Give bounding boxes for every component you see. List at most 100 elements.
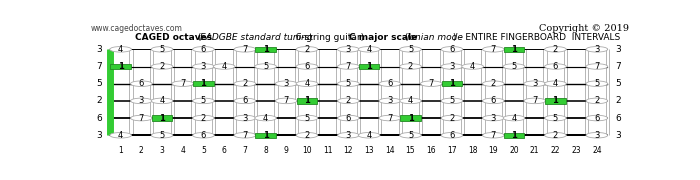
Text: 5: 5 <box>97 79 102 88</box>
Text: : 6-string guitar): : 6-string guitar) <box>287 33 368 42</box>
Text: 6: 6 <box>222 146 227 155</box>
Circle shape <box>130 115 152 121</box>
Text: Copyright © 2019: Copyright © 2019 <box>539 24 629 33</box>
Circle shape <box>234 115 256 121</box>
Text: EADGBE standard tuning: EADGBE standard tuning <box>200 33 312 42</box>
Circle shape <box>524 81 545 86</box>
Circle shape <box>337 47 359 52</box>
Circle shape <box>586 132 608 138</box>
Circle shape <box>482 81 504 86</box>
Text: 7: 7 <box>242 45 248 54</box>
Text: 7: 7 <box>491 131 496 140</box>
Text: 3: 3 <box>97 45 102 54</box>
FancyBboxPatch shape <box>504 133 524 138</box>
FancyBboxPatch shape <box>442 81 462 86</box>
Text: 8: 8 <box>263 146 268 155</box>
Text: 5: 5 <box>263 62 268 71</box>
Text: 1: 1 <box>552 96 559 105</box>
Circle shape <box>358 132 380 138</box>
Circle shape <box>296 64 318 69</box>
Circle shape <box>545 132 566 138</box>
Circle shape <box>586 98 608 104</box>
Text: 5: 5 <box>346 79 351 88</box>
Text: 2: 2 <box>594 96 599 105</box>
FancyBboxPatch shape <box>193 81 214 86</box>
Text: 5: 5 <box>201 146 206 155</box>
Text: 5: 5 <box>594 79 599 88</box>
Circle shape <box>193 47 214 52</box>
Text: 2: 2 <box>346 96 351 105</box>
Text: 6: 6 <box>491 96 496 105</box>
Text: 5: 5 <box>201 96 206 105</box>
Text: 2: 2 <box>139 146 144 155</box>
Text: 4: 4 <box>304 79 309 88</box>
Text: 6: 6 <box>449 131 454 140</box>
Text: 1: 1 <box>407 114 414 123</box>
Text: 7: 7 <box>346 62 351 71</box>
Circle shape <box>275 81 297 86</box>
Text: 3: 3 <box>160 146 164 155</box>
Circle shape <box>545 115 566 121</box>
Text: 6: 6 <box>242 96 248 105</box>
Circle shape <box>275 98 297 104</box>
Text: 4: 4 <box>118 131 123 140</box>
FancyBboxPatch shape <box>359 64 379 69</box>
Text: 6: 6 <box>553 62 558 71</box>
Circle shape <box>255 115 276 121</box>
Circle shape <box>545 81 566 86</box>
Text: 7: 7 <box>284 96 289 105</box>
Text: 2: 2 <box>97 96 102 105</box>
Text: 6: 6 <box>615 114 621 123</box>
Text: 7: 7 <box>615 62 621 71</box>
Text: 2: 2 <box>160 62 164 71</box>
Circle shape <box>441 47 463 52</box>
Circle shape <box>193 98 214 104</box>
FancyBboxPatch shape <box>400 115 421 121</box>
Circle shape <box>130 98 152 104</box>
Text: 7: 7 <box>242 131 248 140</box>
Circle shape <box>193 115 214 121</box>
Circle shape <box>482 132 504 138</box>
Circle shape <box>234 81 256 86</box>
Circle shape <box>421 81 442 86</box>
Text: 3: 3 <box>615 45 621 54</box>
FancyBboxPatch shape <box>504 47 524 52</box>
Text: 20: 20 <box>509 146 519 155</box>
Text: www.cagedoctaves.com: www.cagedoctaves.com <box>90 24 182 33</box>
Text: 3: 3 <box>97 131 102 140</box>
Circle shape <box>482 47 504 52</box>
Circle shape <box>193 132 214 138</box>
Circle shape <box>545 47 566 52</box>
Text: 4: 4 <box>181 146 186 155</box>
Text: 13: 13 <box>364 146 374 155</box>
Text: 1: 1 <box>262 131 269 140</box>
Text: 1: 1 <box>366 62 372 71</box>
Text: 10: 10 <box>302 146 312 155</box>
Circle shape <box>110 132 132 138</box>
Text: 4: 4 <box>408 96 413 105</box>
Text: 4: 4 <box>160 96 164 105</box>
Text: 3: 3 <box>139 96 144 105</box>
Text: 3: 3 <box>284 79 289 88</box>
Circle shape <box>130 81 152 86</box>
Text: 16: 16 <box>426 146 436 155</box>
Circle shape <box>441 132 463 138</box>
Text: 2: 2 <box>615 96 621 105</box>
Text: 1: 1 <box>511 45 517 54</box>
Circle shape <box>296 115 318 121</box>
Text: 7: 7 <box>532 96 538 105</box>
Text: 3: 3 <box>449 62 454 71</box>
Circle shape <box>400 64 421 69</box>
Text: 5: 5 <box>449 96 454 105</box>
Text: 7: 7 <box>97 62 102 71</box>
Circle shape <box>255 64 276 69</box>
Text: 2: 2 <box>553 131 558 140</box>
Text: 7: 7 <box>242 146 247 155</box>
Circle shape <box>503 115 525 121</box>
Text: 3: 3 <box>387 96 393 105</box>
Text: 5: 5 <box>304 114 309 123</box>
Circle shape <box>358 47 380 52</box>
Text: 3: 3 <box>594 131 599 140</box>
Circle shape <box>379 98 400 104</box>
Circle shape <box>586 81 608 86</box>
